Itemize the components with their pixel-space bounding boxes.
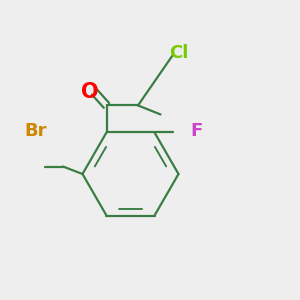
Text: Br: Br: [24, 122, 46, 140]
Text: O: O: [81, 82, 99, 101]
Text: Cl: Cl: [169, 44, 188, 62]
Text: F: F: [190, 122, 203, 140]
